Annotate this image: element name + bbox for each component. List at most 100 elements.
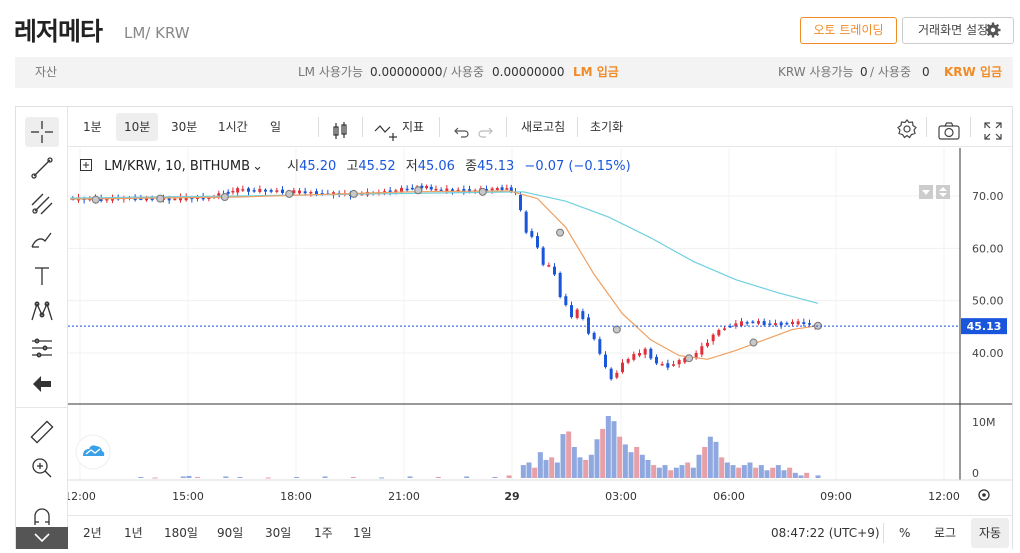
ma-marker	[685, 354, 694, 363]
legend-change: −0.07 (−0.15%)	[524, 159, 631, 174]
legend-close: 45.13	[477, 159, 515, 174]
auto-toggle[interactable]: 자동	[971, 518, 1010, 548]
pattern-tool[interactable]	[25, 297, 59, 327]
text-tool[interactable]	[25, 261, 59, 291]
ruler-tool[interactable]	[25, 417, 59, 447]
fullscreen-icon	[984, 122, 1002, 140]
volume-bar	[611, 421, 617, 478]
volume-bar	[758, 465, 764, 478]
candle-body	[226, 191, 230, 194]
candle-body	[207, 197, 211, 200]
fullscreen-button[interactable]	[983, 117, 1003, 140]
candle-body	[495, 188, 499, 190]
candle-body	[796, 321, 800, 325]
candle-body	[445, 188, 449, 192]
separator	[506, 117, 507, 137]
volume-bar	[152, 477, 158, 479]
ma-marker	[220, 193, 229, 202]
range-1y[interactable]: 1년	[124, 526, 143, 540]
measure-tool[interactable]	[25, 333, 59, 363]
interval-day[interactable]: 일	[270, 120, 282, 134]
lm-deposit-link[interactable]: LM 입금	[573, 65, 619, 79]
gear-icon	[985, 22, 1001, 38]
undo-icon	[454, 127, 469, 138]
chart-settings-button[interactable]	[896, 116, 918, 139]
time-tick-label: 15:00	[172, 490, 204, 503]
volume-bar	[781, 470, 787, 478]
indicator-icon-wrap[interactable]	[374, 117, 398, 141]
candle-body	[621, 362, 624, 373]
trade-settings-button[interactable]: 거래화면 설정	[902, 17, 1014, 44]
candle-body	[281, 189, 284, 193]
ma-marker	[349, 189, 358, 198]
candle-body	[609, 368, 613, 380]
volume-bar	[690, 467, 696, 478]
candle-body	[320, 193, 324, 195]
undo-button[interactable]	[451, 118, 469, 138]
range-1d[interactable]: 1일	[353, 526, 372, 540]
interval-30m[interactable]: 30분	[171, 120, 198, 134]
pitchfork-tool[interactable]	[25, 189, 59, 219]
more-tools-button[interactable]	[16, 527, 68, 549]
crosshair-icon	[31, 121, 53, 143]
screenshot-button[interactable]	[937, 117, 961, 140]
candle-body	[258, 188, 262, 192]
volume-bar	[506, 475, 512, 478]
time-tick-label: 29	[504, 490, 519, 503]
candle-body	[150, 198, 154, 200]
volume-bar	[713, 441, 719, 478]
ma-marker	[612, 325, 621, 334]
volume-bar	[736, 467, 742, 478]
interval-10m[interactable]: 10분	[116, 113, 159, 141]
candle-type-button[interactable]	[330, 117, 350, 139]
chevron-down-icon[interactable]: ⌄	[252, 159, 263, 174]
volume-bar	[656, 467, 662, 478]
percent-toggle[interactable]: %	[899, 526, 911, 540]
candle-body	[587, 317, 590, 334]
volume-bar	[566, 431, 572, 478]
candle-body	[99, 198, 103, 201]
time-tick-label: 03:00	[605, 490, 637, 503]
range-90d[interactable]: 90일	[217, 526, 244, 540]
volume-bar	[662, 465, 668, 478]
page-header: 레저메타 LM/ KRW 오토 트레이딩 거래화면 설정	[0, 0, 1020, 55]
brush-tool[interactable]	[25, 225, 59, 255]
auto-trade-button[interactable]: 오토 트레이딩	[800, 17, 897, 44]
volume-bar	[600, 428, 606, 478]
log-toggle[interactable]: 로그	[934, 526, 957, 540]
interval-1m[interactable]: 1분	[83, 120, 102, 134]
scale-toggle[interactable]	[919, 184, 953, 199]
krw-deposit-link[interactable]: KRW 입금	[944, 65, 1003, 79]
volume-bar	[719, 457, 725, 478]
refresh-button[interactable]: 새로고침	[521, 120, 566, 134]
zoom-tool[interactable]	[25, 453, 59, 483]
last-price-label: 45.13	[967, 320, 1002, 333]
trend-line-tool[interactable]	[25, 153, 59, 183]
indicator-button[interactable]: 지표	[402, 120, 425, 134]
volume-bar	[792, 472, 798, 478]
volume-tick-label: 0	[972, 467, 979, 480]
magnet-tool[interactable]	[25, 503, 59, 533]
candle-body	[173, 198, 177, 201]
crosshair-tool[interactable]	[25, 117, 59, 147]
plus-square-icon[interactable]	[80, 159, 92, 171]
range-1w[interactable]: 1주	[314, 526, 333, 540]
candle-body	[303, 191, 307, 194]
candle-body	[217, 193, 221, 198]
candle-body	[315, 191, 318, 195]
volume-bar	[804, 472, 810, 478]
ma-marker	[156, 194, 165, 203]
price-chart[interactable]: 70.00 60.00 50.00 40.00 12:00 15:00 18:00 21:0…	[68, 148, 1012, 515]
reset-button[interactable]: 초기화	[590, 120, 624, 134]
volume-bar	[464, 476, 470, 478]
back-tool[interactable]	[25, 369, 59, 399]
interval-1h[interactable]: 1시간	[218, 120, 248, 134]
range-30d[interactable]: 30일	[265, 526, 292, 540]
legend-symbol[interactable]: LM/KRW, 10, BITHUMB	[104, 159, 251, 174]
candle-body	[167, 197, 171, 201]
volume-bar	[730, 465, 736, 478]
range-2y[interactable]: 2년	[83, 526, 102, 540]
indicator-icon	[374, 125, 397, 141]
range-180d[interactable]: 180일	[164, 526, 198, 540]
redo-button[interactable]	[478, 118, 496, 138]
